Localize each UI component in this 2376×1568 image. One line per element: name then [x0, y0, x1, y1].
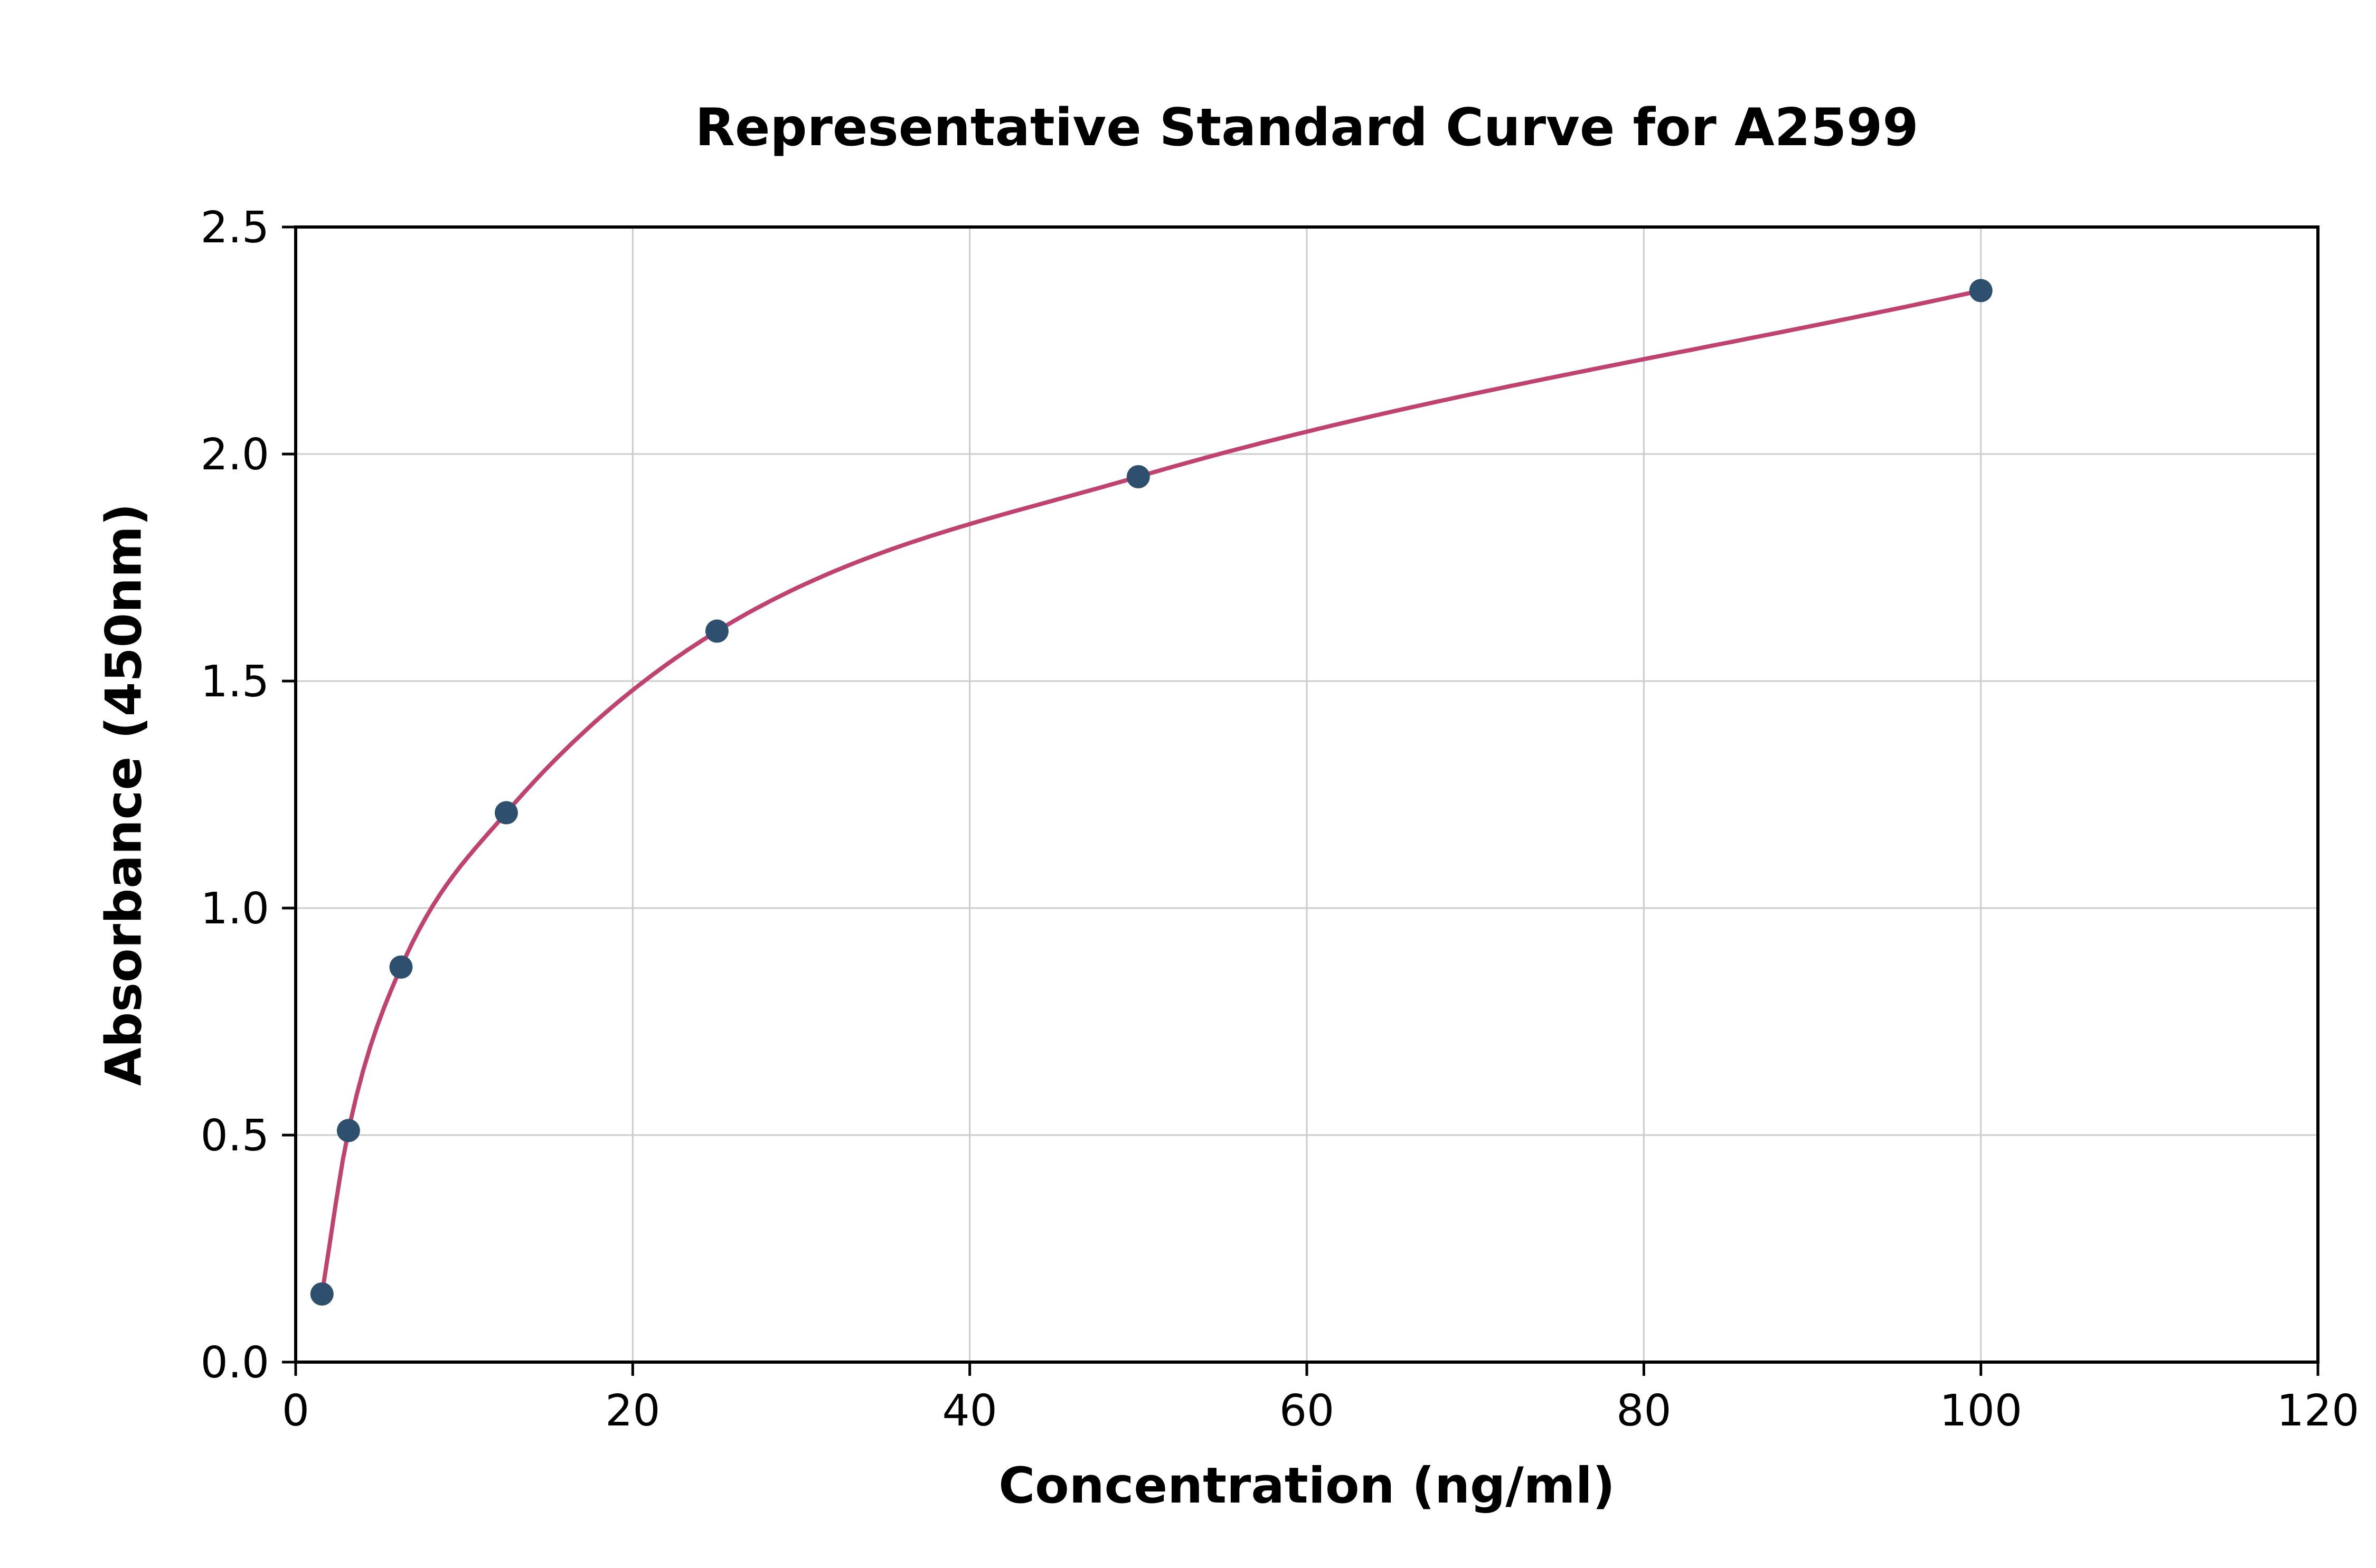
x-tick-label: 100 — [1939, 1386, 2022, 1436]
x-tick-label: 80 — [1616, 1386, 1671, 1436]
plot-border — [294, 225, 2320, 1364]
data-point — [336, 1119, 360, 1142]
y-tick-label: 1.0 — [201, 884, 269, 934]
x-axis-label: Concentration (ng/ml) — [998, 1457, 1615, 1515]
y-axis-label: Absorbance (450nm) — [95, 503, 153, 1086]
y-tick-label: 0.0 — [201, 1338, 269, 1388]
y-tick-label: 2.5 — [201, 203, 269, 253]
data-point — [310, 1282, 334, 1306]
x-tick-label: 60 — [1279, 1386, 1334, 1436]
data-point — [1126, 465, 1150, 488]
x-tick-label: 0 — [282, 1386, 309, 1436]
data-point — [389, 955, 413, 979]
y-tick-label: 1.5 — [201, 657, 269, 707]
chart-title: Representative Standard Curve for A2599 — [695, 98, 1919, 158]
y-tick-label: 0.5 — [201, 1111, 269, 1161]
x-tick-label: 20 — [605, 1386, 660, 1436]
fitted-curve — [319, 288, 1983, 1296]
data-point — [1969, 279, 1993, 303]
x-tick-label: 120 — [2277, 1386, 2360, 1436]
data-point — [705, 619, 729, 643]
data-point — [494, 801, 518, 825]
y-tick-label: 2.0 — [201, 430, 269, 480]
x-tick-label: 40 — [942, 1386, 997, 1436]
